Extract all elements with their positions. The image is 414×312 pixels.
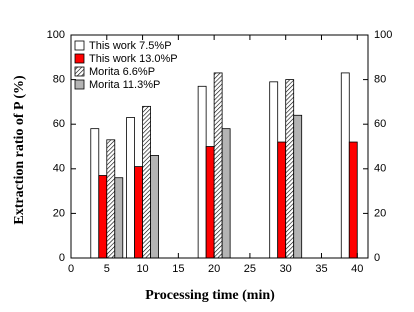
legend-label: Morita 11.3%P xyxy=(89,79,160,91)
x-tick-label: 25 xyxy=(244,263,256,275)
x-tick-label: 15 xyxy=(172,263,184,275)
bar xyxy=(277,141,287,259)
x-tick-label: 5 xyxy=(104,263,110,275)
legend-label: This work 13.0%P xyxy=(89,53,178,65)
bar xyxy=(126,117,135,259)
bar xyxy=(213,72,223,259)
bar xyxy=(90,128,100,259)
y2-tick-label: 60 xyxy=(374,118,386,130)
legend-label: Morita 6.6%P xyxy=(89,66,155,78)
y2-tick-label: 0 xyxy=(374,252,380,264)
bar xyxy=(98,175,108,259)
x-tick-label: 40 xyxy=(351,263,363,275)
bar xyxy=(293,114,303,259)
y-tick-label: 40 xyxy=(53,163,65,175)
y2-tick-label: 100 xyxy=(374,29,392,41)
y-tick-label: 20 xyxy=(53,207,65,219)
bar xyxy=(340,72,350,259)
x-tick-label: 10 xyxy=(136,263,148,275)
bar xyxy=(142,105,151,259)
bar xyxy=(348,141,358,259)
bar xyxy=(285,79,295,259)
bar xyxy=(114,177,124,259)
bar xyxy=(106,139,116,259)
y2-tick-label: 80 xyxy=(374,74,386,86)
legend-swatch xyxy=(74,79,85,90)
y2-tick-label: 20 xyxy=(374,207,386,219)
plot-frame xyxy=(70,34,369,259)
legend-label: This work 7.5%P xyxy=(89,40,172,52)
x-tick-label: 30 xyxy=(280,263,292,275)
y-tick-label: 100 xyxy=(47,29,65,41)
x-axis-label: Processing time (min) xyxy=(145,288,275,303)
y2-tick-label: 40 xyxy=(374,163,386,175)
y-tick-label: 0 xyxy=(59,252,65,264)
bar xyxy=(134,166,143,259)
bar xyxy=(205,146,215,259)
x-tick-label: 0 xyxy=(68,263,74,275)
y-axis-label: Extraction ratio of P (%) xyxy=(12,75,27,225)
bar xyxy=(221,128,231,259)
legend-swatch xyxy=(74,40,85,51)
x-tick-label: 35 xyxy=(315,263,327,275)
bar xyxy=(150,155,159,259)
bar xyxy=(197,85,207,259)
y-tick-label: 60 xyxy=(53,118,65,130)
x-tick-label: 20 xyxy=(208,263,220,275)
y-tick-label: 80 xyxy=(53,74,65,86)
legend-swatch xyxy=(74,66,85,77)
legend-swatch xyxy=(74,53,85,64)
bar xyxy=(269,81,279,259)
